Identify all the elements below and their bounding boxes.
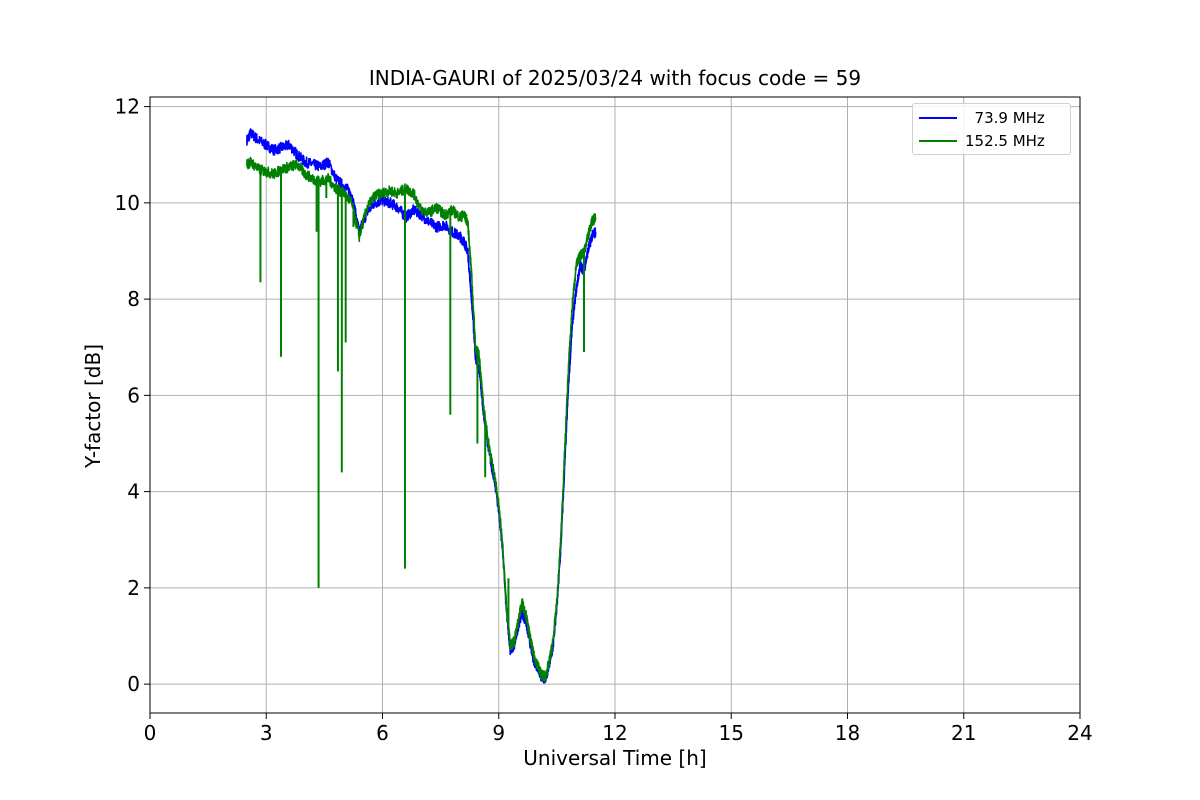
legend-entry-152mhz: 152.5 MHz (919, 131, 1045, 151)
grid-lines (149, 97, 1081, 713)
legend-label-152mhz: 152.5 MHz (965, 132, 1045, 150)
x-tick-label: 18 (835, 721, 860, 745)
legend-label-73mhz: 73.9 MHz (965, 109, 1045, 127)
x-tick-label: 9 (492, 721, 505, 745)
chart-title: INDIA-GAURI of 2025/03/24 with focus cod… (368, 66, 862, 90)
y-tick-label: 8 (127, 287, 140, 311)
series-line-1 (246, 156, 597, 683)
x-tick-label: 24 (1067, 721, 1092, 745)
x-tick-label: 6 (376, 721, 389, 745)
x-tick-label: 21 (951, 721, 976, 745)
x-tick-label: 15 (719, 721, 744, 745)
x-tick-label: 0 (144, 721, 157, 745)
y-tick-label: 6 (127, 383, 140, 407)
legend: 73.9 MHz 152.5 MHz (912, 103, 1071, 155)
y-tick-label: 4 (127, 480, 140, 504)
y-tick-label: 2 (127, 576, 140, 600)
y-tick-label: 0 (127, 672, 140, 696)
legend-swatch-73mhz (919, 117, 957, 119)
y-tick-label: 10 (115, 191, 140, 215)
legend-entry-73mhz: 73.9 MHz (919, 108, 1045, 128)
x-axis-label: Universal Time [h] (523, 746, 707, 770)
y-tick-label: 12 (115, 95, 140, 119)
series-layer (246, 128, 597, 684)
legend-swatch-152mhz (919, 140, 957, 142)
x-tick-label: 3 (260, 721, 273, 745)
x-tick-label: 12 (602, 721, 627, 745)
y-axis-label: Y-factor [dB] (81, 343, 105, 469)
